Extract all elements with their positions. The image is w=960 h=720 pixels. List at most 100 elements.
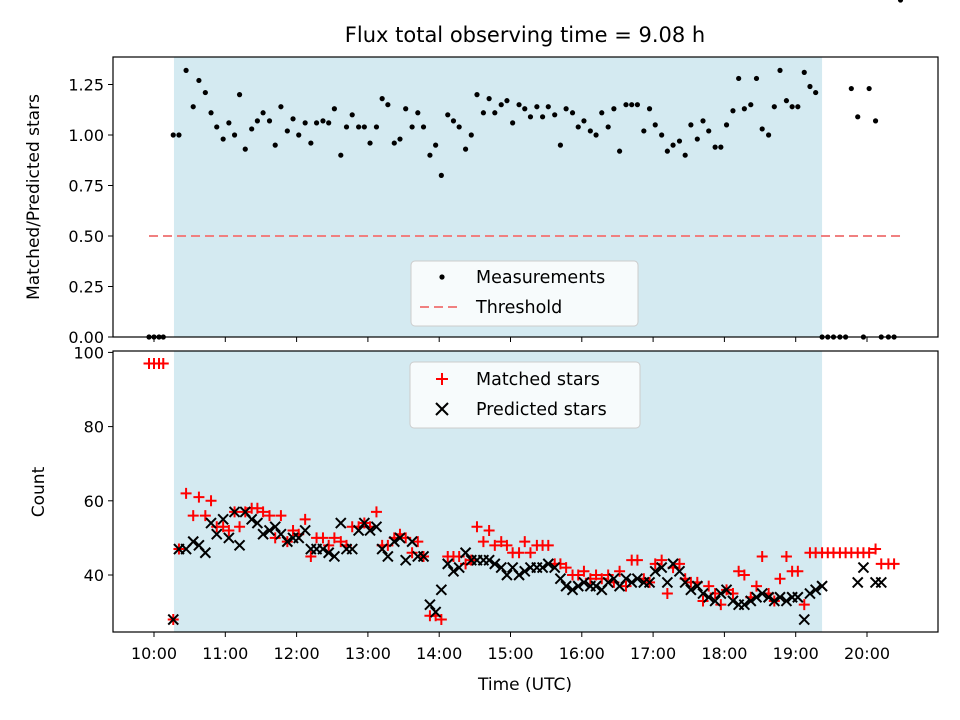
matched-star-point <box>264 510 276 522</box>
matched-star-point <box>602 569 614 581</box>
predicted-star-point <box>435 584 448 596</box>
bottom-legend-box <box>409 361 641 429</box>
measurement-point <box>236 92 243 98</box>
measurement-point <box>557 142 564 148</box>
predicted-star-point <box>382 550 394 563</box>
predicted-star-point <box>519 565 531 577</box>
predicted-star-point <box>655 561 668 574</box>
matched-star-point <box>269 532 281 544</box>
matched-star-point <box>328 532 340 544</box>
bottom-y-axis-label: Count <box>29 466 49 517</box>
measurement-point <box>474 92 480 98</box>
predicted-star-point <box>857 561 870 574</box>
measurement-point <box>331 106 337 112</box>
matched-star-point <box>305 550 317 562</box>
x-tick-label: 11:00 <box>202 644 248 663</box>
bottom-y-axis-ticks: 40 60 80 100 <box>73 343 113 585</box>
matched-star-point <box>590 569 602 581</box>
predicted-star-point <box>376 543 388 555</box>
matched-star-point <box>251 502 263 514</box>
predicted-star-point <box>661 576 674 589</box>
measurement-point <box>866 85 872 92</box>
measurement-point <box>552 112 558 118</box>
measurement-point <box>397 136 403 142</box>
matched-star-point <box>223 524 235 536</box>
measurement-point <box>445 112 451 118</box>
measurement-point <box>741 106 747 112</box>
measurement-point <box>539 114 546 120</box>
measurement-point <box>308 140 314 146</box>
matched-star-point <box>483 524 495 536</box>
legend-measurements-marker <box>439 274 445 280</box>
x-axis-label: Time (UTC) <box>477 675 572 695</box>
measurement-point <box>730 108 736 114</box>
measurement-point <box>290 116 296 122</box>
predicted-star-point <box>299 524 311 537</box>
measurement-points <box>146 0 904 340</box>
predicted-star-point <box>566 584 579 596</box>
x-tick-label: 14:00 <box>416 644 462 663</box>
predicted-star-point <box>542 558 554 570</box>
matched-star-point <box>750 580 762 592</box>
matched-star-point <box>524 547 536 559</box>
measurement-point <box>361 124 367 130</box>
bottom-axes-frame <box>112 350 939 633</box>
matched-star-point <box>257 506 269 518</box>
predicted-star-point <box>211 528 223 540</box>
measurement-point <box>753 75 760 82</box>
measurement-point <box>320 118 326 124</box>
legend-predicted-marker <box>435 402 449 416</box>
measurement-point <box>897 0 904 3</box>
predicted-star-point <box>673 565 686 577</box>
predicted-star-point <box>852 576 864 589</box>
predicted-star-point <box>804 587 816 600</box>
predicted-star-point <box>720 584 733 596</box>
predicted-star-point <box>715 587 727 600</box>
predicted-star-point <box>501 569 513 581</box>
predicted-star-point <box>792 591 804 603</box>
predicted-star-point <box>399 554 412 566</box>
predicted-star-point <box>328 550 341 563</box>
predicted-star-point <box>626 576 638 589</box>
chart-title: Flux total observing time = 9.08 h <box>345 23 705 47</box>
predicted-star-point <box>875 576 887 589</box>
measurement-point <box>420 124 427 130</box>
y-tick-label: 80 <box>84 418 104 437</box>
predicted-star-point <box>709 595 721 607</box>
y-tick-label: 0.75 <box>68 177 104 196</box>
matched-star-point <box>217 521 229 533</box>
measurement-point <box>202 89 208 96</box>
y-tick-label: 1.25 <box>68 76 104 95</box>
predicted-star-point <box>223 532 235 544</box>
matched-star-point <box>513 547 525 559</box>
predicted-star-point <box>703 591 715 603</box>
measurement-point <box>266 118 273 124</box>
count-points <box>144 358 900 626</box>
predicted-star-point <box>809 584 822 596</box>
measurement-point <box>260 110 266 116</box>
y-tick-label: 0.50 <box>68 227 104 246</box>
predicted-star-point <box>738 598 751 611</box>
predicted-star-point <box>489 558 501 570</box>
measurement-point <box>664 148 670 154</box>
predicted-star-point <box>679 576 691 589</box>
matched-star-point <box>738 569 750 581</box>
measurement-point <box>196 77 202 84</box>
x-tick-label: 10:00 <box>131 644 177 663</box>
measurement-point <box>338 152 344 158</box>
predicted-star-point <box>269 521 281 533</box>
measurement-point <box>616 148 623 154</box>
matched-star-point <box>614 565 626 577</box>
measurement-point <box>296 132 302 138</box>
measurement-point <box>569 110 576 116</box>
matched-star-point <box>673 558 685 570</box>
predicted-star-point <box>352 524 365 537</box>
measurement-point <box>510 120 516 126</box>
predicted-star-point <box>453 561 465 574</box>
measurement-point <box>659 132 665 138</box>
measurement-point <box>706 128 712 134</box>
predicted-star-point <box>697 587 709 600</box>
predicted-star-point <box>205 517 217 529</box>
measurement-point <box>302 120 308 126</box>
y-tick-label: 40 <box>84 566 104 585</box>
